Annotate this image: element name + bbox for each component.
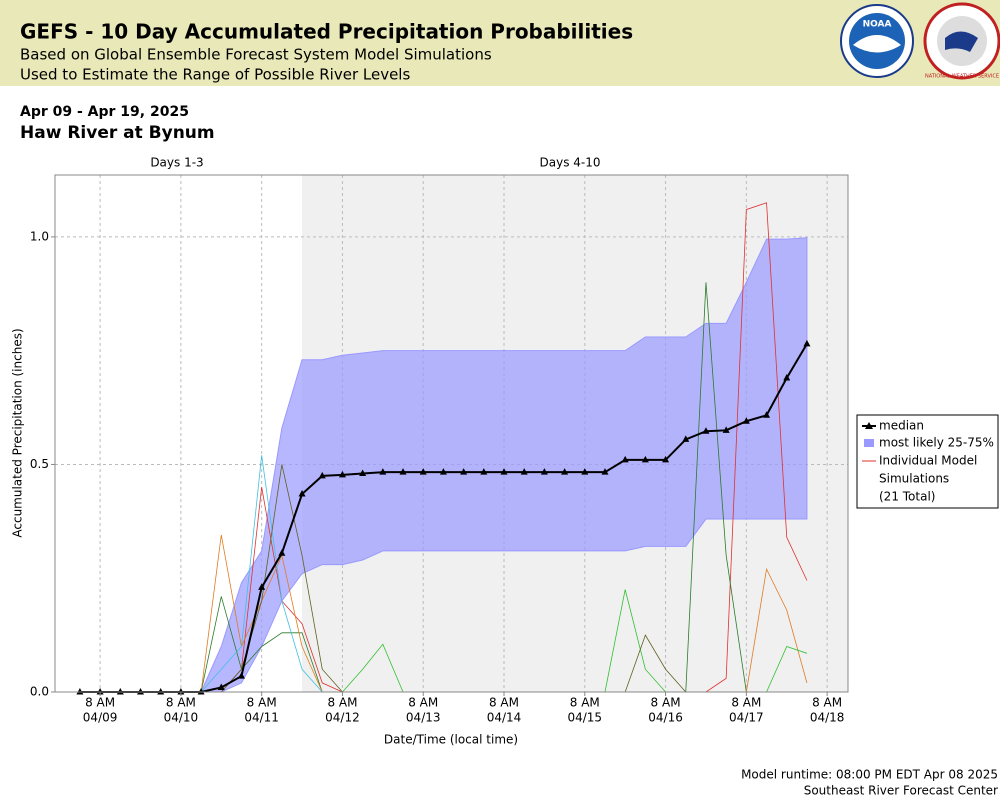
x-tick-time: 8 AM xyxy=(327,696,357,710)
median-marker xyxy=(682,435,690,442)
y-tick-label: 0.5 xyxy=(30,457,49,471)
median-marker xyxy=(157,688,165,695)
footer-line: Southeast River Forecast Center xyxy=(804,784,998,798)
median-marker xyxy=(419,468,427,475)
x-tick-time: 8 AM xyxy=(489,696,519,710)
median-marker xyxy=(298,490,306,497)
median-marker xyxy=(561,468,569,475)
header-subtitle: Used to Estimate the Range of Possible R… xyxy=(20,66,410,84)
legend-label: Individual Model xyxy=(879,454,977,468)
x-tick-time: 8 AM xyxy=(166,696,196,710)
median-marker xyxy=(641,455,649,463)
median-marker xyxy=(136,688,144,695)
x-tick-time: 8 AM xyxy=(85,696,115,710)
median-marker xyxy=(742,417,750,424)
header-title: GEFS - 10 Day Accumulated Precipitation … xyxy=(20,20,633,44)
median-marker xyxy=(763,411,771,418)
median-marker xyxy=(399,468,407,475)
legend-label: most likely 25-75% xyxy=(879,436,994,450)
x-tick-label: 04/12 xyxy=(325,711,360,725)
median-marker xyxy=(278,549,286,556)
median-marker xyxy=(237,672,245,679)
median-marker xyxy=(379,468,387,475)
median-marker xyxy=(338,470,346,478)
median-marker xyxy=(621,455,629,463)
y-axis-label: Accumulated Precipitation (inches) xyxy=(11,328,25,537)
x-tick-time: 8 AM xyxy=(247,696,277,710)
x-tick-label: 04/10 xyxy=(164,711,199,725)
median-marker xyxy=(197,688,205,695)
x-tick-time: 8 AM xyxy=(651,696,681,710)
x-tick-label: 04/14 xyxy=(487,711,522,725)
median-marker xyxy=(318,471,326,479)
band-area xyxy=(200,237,808,693)
legend-band-swatch xyxy=(864,439,874,447)
median-marker xyxy=(500,468,508,475)
y-tick-label: 1.0 xyxy=(30,229,49,243)
footer-line: Model runtime: 08:00 PM EDT Apr 08 2025 xyxy=(741,768,998,782)
x-tick-label: 04/16 xyxy=(648,711,683,725)
x-tick-label: 04/17 xyxy=(729,711,764,725)
x-tick-label: 04/18 xyxy=(810,711,845,725)
x-tick-time: 8 AM xyxy=(812,696,842,710)
median-marker xyxy=(783,373,791,381)
x-axis-label: Date/Time (local time) xyxy=(384,733,518,747)
median-marker xyxy=(520,468,528,475)
noaa-text: NOAA xyxy=(863,20,892,30)
header-bg xyxy=(0,0,1000,86)
nws-text: NATIONAL WEATHER SERVICE xyxy=(925,74,999,80)
x-tick-label: 04/11 xyxy=(244,711,279,725)
noaa-bird xyxy=(853,35,901,53)
median-marker xyxy=(581,468,589,475)
legend-label: median xyxy=(879,419,924,433)
median-marker xyxy=(722,426,730,433)
x-tick-time: 8 AM xyxy=(408,696,438,710)
median-marker xyxy=(217,683,225,690)
median-marker xyxy=(803,339,811,347)
median-marker xyxy=(116,688,124,695)
median-marker xyxy=(540,468,548,475)
median-marker xyxy=(177,688,185,695)
x-tick-label: 04/15 xyxy=(567,711,602,725)
median-marker xyxy=(96,688,104,695)
median-marker xyxy=(601,468,609,475)
legend-label: Simulations xyxy=(879,472,949,486)
median-marker xyxy=(662,455,670,463)
header-subtitle: Based on Global Ensemble Forecast System… xyxy=(20,46,492,64)
plot-frame xyxy=(54,174,849,693)
x-tick-time: 8 AM xyxy=(731,696,761,710)
median-marker xyxy=(480,468,488,475)
legend-median-marker xyxy=(865,422,873,429)
y-tick-label: 0.0 xyxy=(30,685,49,699)
x-tick-label: 04/13 xyxy=(406,711,441,725)
legend xyxy=(856,414,999,509)
chart-title: Haw River at Bynum xyxy=(20,123,215,143)
median-marker xyxy=(460,468,468,475)
median-marker xyxy=(702,427,710,434)
date-range: Apr 09 - Apr 19, 2025 xyxy=(20,104,189,120)
legend-label: (21 Total) xyxy=(879,490,935,504)
period-label: Days 4-10 xyxy=(540,156,601,170)
median-marker xyxy=(439,468,447,475)
x-tick-label: 04/09 xyxy=(83,711,118,725)
median-marker xyxy=(359,469,367,477)
nws-cloud xyxy=(945,31,978,52)
median-marker xyxy=(76,688,84,695)
period-label: Days 1-3 xyxy=(150,156,203,170)
x-tick-time: 8 AM xyxy=(570,696,600,710)
median-marker xyxy=(258,583,266,590)
